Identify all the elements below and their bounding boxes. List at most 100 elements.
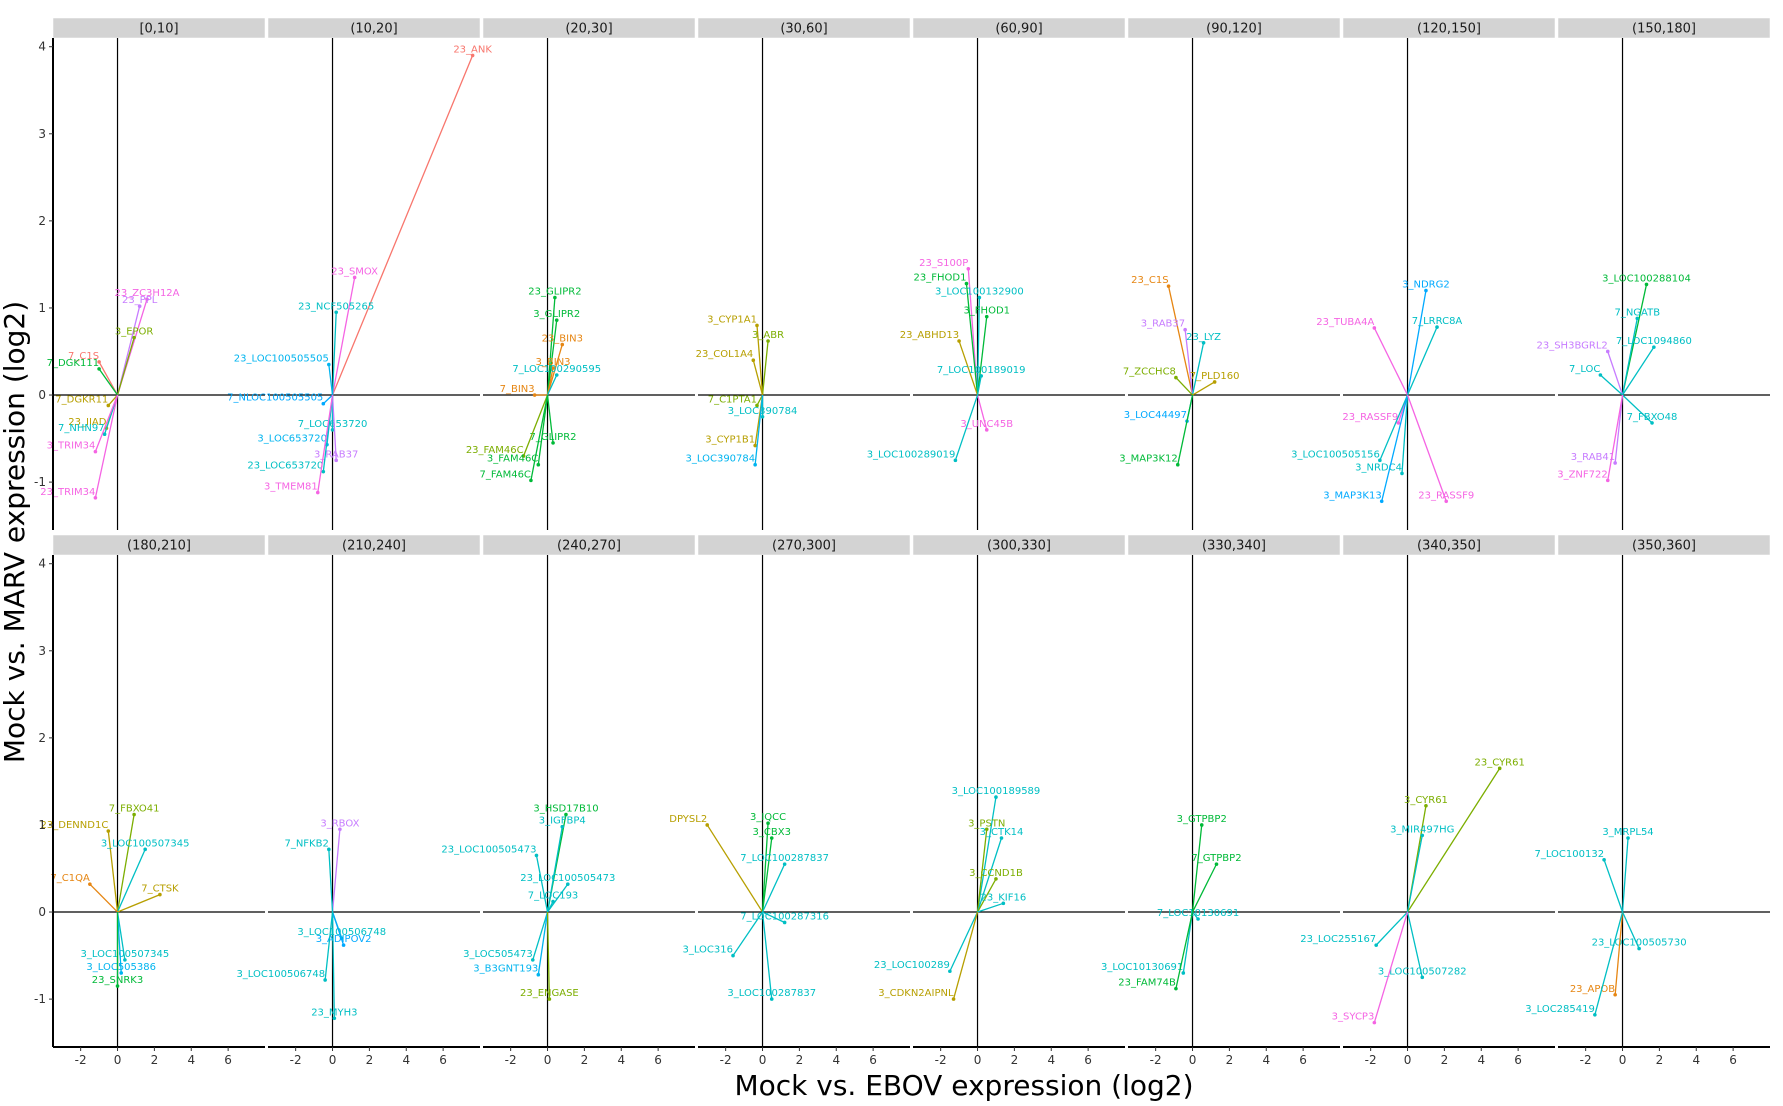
facet-strip-label: (330,340] <box>1202 539 1266 554</box>
gene-point <box>755 323 759 328</box>
gene-label: 3_CDKN2AIPNL <box>878 988 954 999</box>
gene-point <box>564 812 568 817</box>
gene-segment <box>1406 911 1423 978</box>
gene-point <box>115 984 120 988</box>
gene-point <box>93 495 98 500</box>
gene-segment <box>761 837 773 913</box>
gene-segment <box>761 911 773 1000</box>
y-tick-label: 1 <box>38 818 46 832</box>
gene-segment <box>706 824 764 913</box>
gene-segment <box>117 894 161 913</box>
x-tick-label: -2 <box>505 1053 517 1067</box>
x-tick-label: 0 <box>1619 1053 1627 1067</box>
x-tick-label: 4 <box>187 1053 195 1067</box>
gene-segment <box>89 883 118 913</box>
facet-strip <box>1127 534 1341 556</box>
gene-segment <box>977 902 1004 913</box>
gene-label: 3_MAP3K13 <box>1323 490 1382 501</box>
gene-point <box>1181 971 1186 975</box>
gene-label: 23_RASSF9 <box>1418 490 1474 501</box>
gene-segment <box>546 394 554 443</box>
gene-segment <box>1622 394 1653 424</box>
gene-label: 23_S100P <box>919 258 968 269</box>
gene-point <box>1650 421 1654 425</box>
gene-segment <box>954 394 979 461</box>
gene-point <box>994 795 998 799</box>
gene-segment <box>1191 863 1218 913</box>
gene-point <box>1602 857 1606 862</box>
gene-point <box>755 403 759 408</box>
gene-label: 3_LOC100132900 <box>935 286 1024 297</box>
gene-point <box>532 393 537 397</box>
gene-point <box>145 297 149 302</box>
gene-label: 3_LOC100289019 <box>867 449 956 460</box>
gene-point <box>964 281 969 286</box>
gene-label: 3_MIR497HG <box>1390 824 1454 835</box>
gene-segment <box>976 297 981 396</box>
gene-segment <box>1607 351 1624 396</box>
gene-point <box>547 997 552 1001</box>
gene-label: 7_LOC100290595 <box>512 364 601 375</box>
gene-point <box>530 958 535 962</box>
gene-point <box>102 432 107 437</box>
gene-point <box>551 899 555 904</box>
gene-point <box>327 847 331 852</box>
gene-segment <box>522 394 549 457</box>
gene-label: 3_LOC100507282 <box>1378 966 1467 977</box>
gene-point <box>352 275 357 280</box>
gene-point <box>1497 766 1502 771</box>
gene-label: 3_LOC505386 <box>86 962 156 973</box>
gene-point <box>332 1016 337 1021</box>
gene-segment <box>761 823 769 913</box>
x-tick-label: 6 <box>1084 1053 1092 1067</box>
gene-label: 23_ABHD13 <box>900 330 959 341</box>
gene-segment <box>331 277 356 396</box>
gene-label: 3_B3GNT193 <box>473 964 538 975</box>
gene-point <box>97 367 101 371</box>
gene-label: 3_LOC100506748 <box>236 969 325 980</box>
gene-label: 3_NRDC4 <box>1355 462 1402 473</box>
gene-point <box>1598 373 1603 377</box>
gene-point <box>341 943 346 947</box>
facet-strip <box>267 534 481 556</box>
gene-label: 7_LOC1094860 <box>1616 336 1692 347</box>
gene-segment <box>1406 290 1427 396</box>
facet-panel: (210,240]3_RBOX7_NFKB23_LOC1005067483_AD… <box>236 534 481 1067</box>
x-tick-label: 2 <box>1226 1053 1234 1067</box>
gene-point <box>1379 499 1384 504</box>
gene-label: 3_IQCC <box>750 812 786 823</box>
gene-point <box>766 339 770 343</box>
facet-panel: (30,60]3_CYP1A13_ABR23_COL1A47_C1PTA13_L… <box>686 17 911 530</box>
gene-label: 3_ZNF722 <box>1557 469 1608 480</box>
gene-label: 3_EPOR <box>115 327 154 338</box>
gene-segment <box>107 394 119 406</box>
gene-segment <box>976 837 1003 913</box>
gene-point <box>1644 282 1649 287</box>
gene-label: 7_GTPBP2 <box>1191 853 1241 864</box>
gene-label: 3_UNC45B <box>960 419 1013 430</box>
gene-segment <box>535 855 549 913</box>
gene-point <box>93 449 98 454</box>
gene-segment <box>976 394 988 431</box>
gene-label: 3_ADIPOV2 <box>316 934 372 945</box>
gene-label: 3_GTPBP2 <box>1177 814 1227 825</box>
gene-segment <box>1379 394 1409 461</box>
gene-label: 23_LOC100289 <box>874 960 950 971</box>
gene-label: 23_DENND1C <box>41 820 109 831</box>
gene-point <box>554 373 559 377</box>
gene-point <box>1201 340 1206 345</box>
x-tick-label: 4 <box>1047 1053 1055 1067</box>
x-tick-label: 0 <box>1404 1053 1412 1067</box>
x-tick-label: 6 <box>869 1053 877 1067</box>
gene-label: 3_CYR61 <box>1404 795 1448 806</box>
gene-label: 23_RASSF9 <box>1342 412 1398 423</box>
gene-point <box>753 443 757 448</box>
gene-segment <box>1177 394 1194 465</box>
gene-point <box>521 454 526 458</box>
gene-label: 3_FHOD1 <box>963 306 1010 317</box>
gene-segment <box>537 394 549 465</box>
gene-label: 3_SYCP3 <box>1332 1012 1375 1023</box>
gene-label: 3_LOC653720 <box>257 434 327 445</box>
